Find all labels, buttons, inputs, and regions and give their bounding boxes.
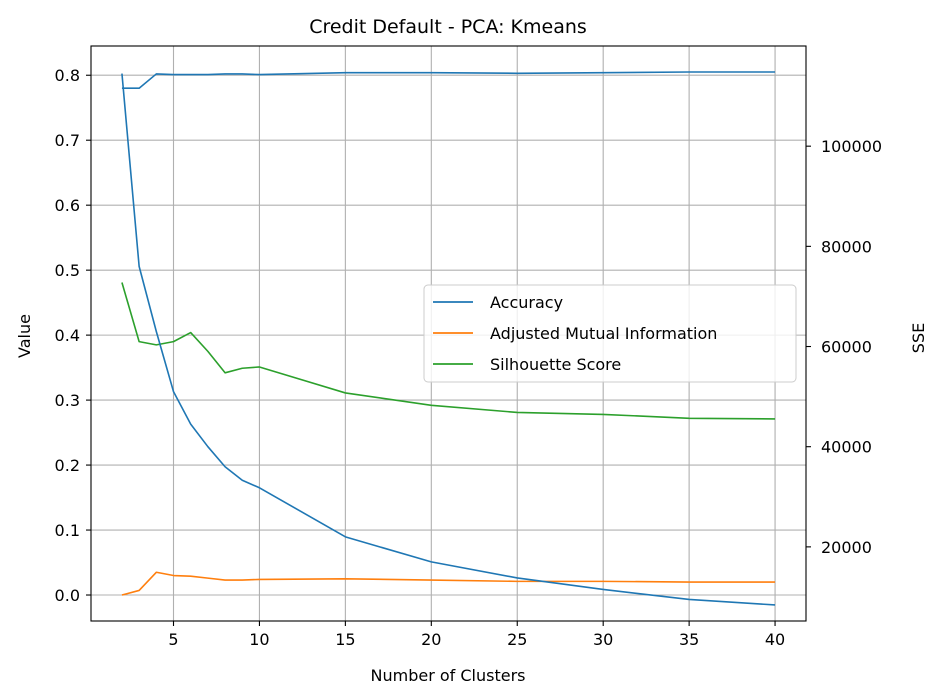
y-tick-label: 0.6	[55, 196, 80, 215]
y2-axis-title: SSE	[909, 323, 928, 353]
y-tick-label: 0.5	[55, 261, 80, 280]
y-tick-label: 0.2	[55, 456, 80, 475]
legend-label-adjusted-mutual-information: Adjusted Mutual Information	[490, 324, 717, 343]
legend: Accuracy Adjusted Mutual Information Silho…	[423, 284, 797, 383]
x-tick-label: 15	[335, 630, 355, 649]
legend-label-silhouette-score: Silhouette Score	[490, 355, 621, 374]
y2-tick-label: 100000	[821, 137, 882, 156]
y-tick-label: 0.1	[55, 521, 80, 540]
x-tick-label: 10	[249, 630, 269, 649]
y-tick-label: 0.3	[55, 391, 80, 410]
x-tick-label: 30	[593, 630, 613, 649]
y-tick-label: 0.8	[55, 66, 80, 85]
y-axis-title: Value	[15, 314, 34, 358]
chart-title: Credit Default - PCA: Kmeans	[309, 16, 587, 38]
y2-axis: 20000 40000 60000 80000 100000	[806, 137, 882, 557]
y-tick-label: 0.4	[55, 326, 80, 345]
y2-tick-label: 20000	[821, 538, 872, 557]
grid	[91, 46, 806, 621]
y2-tick-label: 40000	[821, 438, 872, 457]
x-tick-label: 40	[765, 630, 785, 649]
x-axis: 5 10 15 20 25 30 35 40	[168, 621, 785, 649]
y-tick-label: 0.0	[55, 586, 80, 605]
x-tick-label: 25	[507, 630, 527, 649]
y-tick-label: 0.7	[55, 131, 80, 150]
x-axis-title: Number of Clusters	[371, 666, 526, 685]
x-tick-label: 5	[168, 630, 178, 649]
x-tick-label: 35	[679, 630, 699, 649]
legend-box	[423, 284, 797, 383]
plot-frame	[90, 45, 807, 622]
silhouette-score-line	[121, 282, 776, 420]
series-lines	[121, 71, 776, 606]
y2-tick-label: 80000	[821, 237, 872, 256]
x-tick-label: 20	[421, 630, 441, 649]
y-axis: 0.0 0.1 0.2 0.3 0.4 0.5 0.6 0.7 0.8	[55, 66, 91, 605]
adjusted-mutual-information-line	[121, 571, 776, 596]
legend-label-accuracy: Accuracy	[490, 293, 563, 312]
sse-line	[121, 73, 776, 606]
accuracy-line	[121, 71, 776, 90]
y2-tick-label: 60000	[821, 338, 872, 357]
